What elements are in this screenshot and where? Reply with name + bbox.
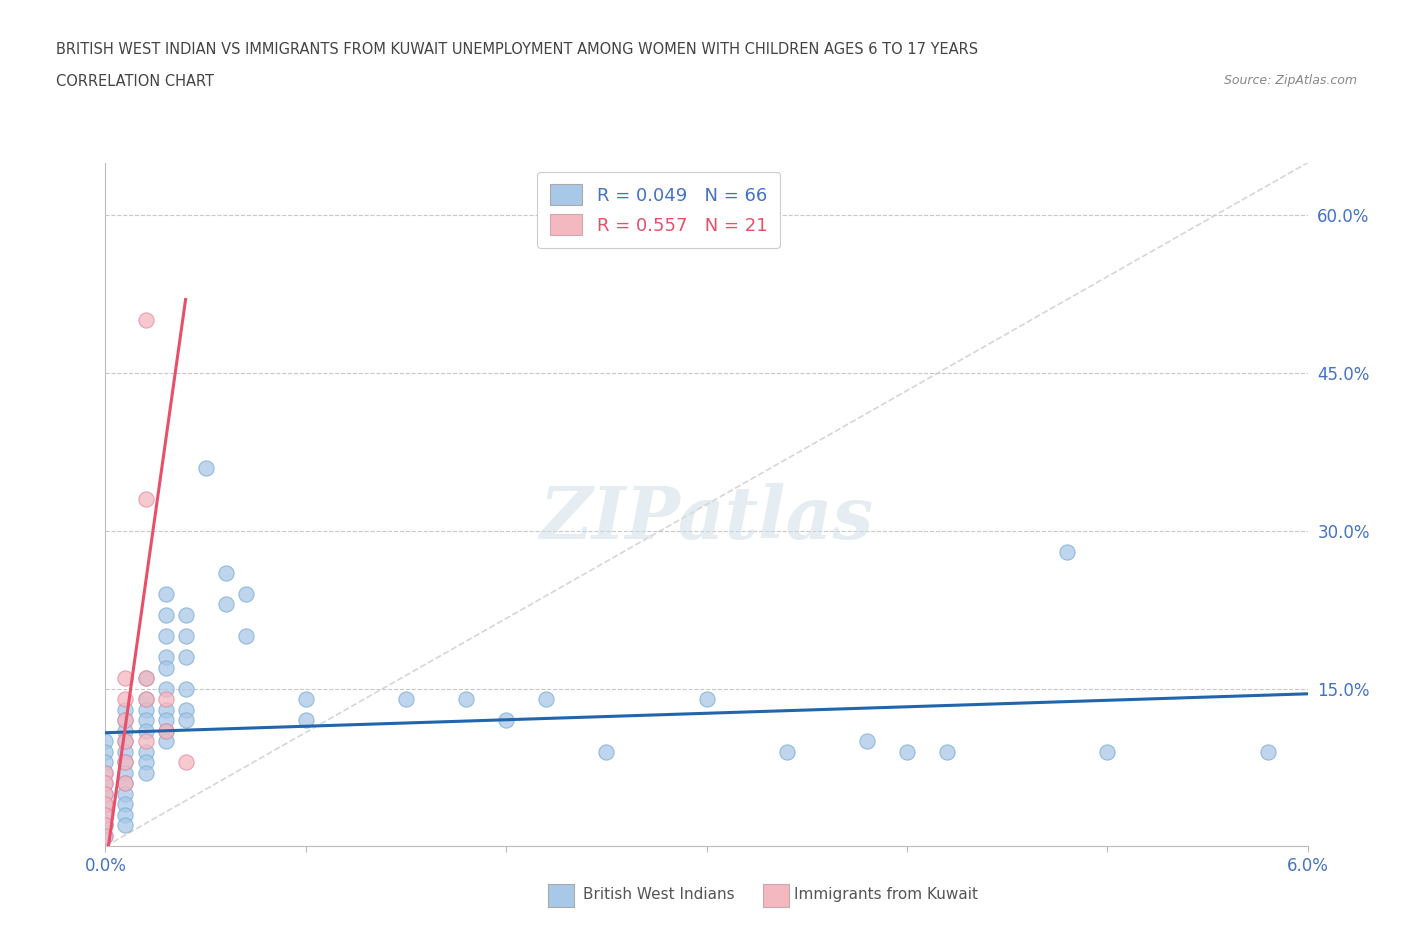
Point bbox=[896, 744, 918, 759]
Point bbox=[94, 797, 117, 812]
Point bbox=[114, 692, 136, 707]
Point bbox=[174, 712, 197, 727]
Point bbox=[855, 734, 877, 749]
Point bbox=[155, 724, 177, 738]
Point bbox=[214, 565, 236, 580]
Point bbox=[495, 712, 517, 727]
Point bbox=[94, 776, 117, 790]
Point bbox=[395, 692, 418, 707]
Point bbox=[1056, 544, 1078, 559]
Point bbox=[94, 765, 117, 780]
Text: Source: ZipAtlas.com: Source: ZipAtlas.com bbox=[1223, 74, 1357, 87]
Point bbox=[295, 712, 318, 727]
Point bbox=[114, 724, 136, 738]
Point bbox=[135, 492, 157, 507]
Point bbox=[135, 755, 157, 770]
Point bbox=[114, 744, 136, 759]
Point bbox=[114, 702, 136, 717]
Point bbox=[595, 744, 617, 759]
Point bbox=[696, 692, 718, 707]
Point bbox=[155, 734, 177, 749]
Point bbox=[155, 607, 177, 622]
Point bbox=[94, 829, 117, 844]
Point bbox=[1257, 744, 1279, 759]
Point bbox=[155, 702, 177, 717]
Point bbox=[94, 786, 117, 801]
Point bbox=[114, 734, 136, 749]
Legend: R = 0.049   N = 66, R = 0.557   N = 21: R = 0.049 N = 66, R = 0.557 N = 21 bbox=[537, 172, 780, 247]
Point bbox=[174, 755, 197, 770]
Point bbox=[114, 776, 136, 790]
Point bbox=[135, 692, 157, 707]
Point bbox=[94, 765, 117, 780]
Point bbox=[114, 807, 136, 822]
Point bbox=[114, 755, 136, 770]
Text: BRITISH WEST INDIAN VS IMMIGRANTS FROM KUWAIT UNEMPLOYMENT AMONG WOMEN WITH CHIL: BRITISH WEST INDIAN VS IMMIGRANTS FROM K… bbox=[56, 42, 979, 57]
Point bbox=[155, 649, 177, 664]
Point bbox=[114, 755, 136, 770]
Point bbox=[534, 692, 557, 707]
Text: ZIPatlas: ZIPatlas bbox=[540, 483, 873, 553]
Point bbox=[1097, 744, 1119, 759]
Text: Immigrants from Kuwait: Immigrants from Kuwait bbox=[794, 887, 979, 902]
Point bbox=[94, 755, 117, 770]
Point bbox=[135, 734, 157, 749]
Point bbox=[114, 817, 136, 832]
Point bbox=[94, 817, 117, 832]
Point bbox=[174, 702, 197, 717]
Text: CORRELATION CHART: CORRELATION CHART bbox=[56, 74, 214, 89]
Point bbox=[135, 692, 157, 707]
Point bbox=[114, 712, 136, 727]
Text: British West Indians: British West Indians bbox=[583, 887, 735, 902]
Point bbox=[155, 660, 177, 675]
Point bbox=[94, 807, 117, 822]
Point bbox=[94, 786, 117, 801]
Point bbox=[135, 313, 157, 328]
Point bbox=[235, 629, 257, 644]
Point bbox=[155, 724, 177, 738]
Point bbox=[936, 744, 959, 759]
Point bbox=[214, 597, 236, 612]
Point bbox=[94, 829, 117, 844]
Point bbox=[135, 671, 157, 685]
Point bbox=[114, 776, 136, 790]
Point bbox=[454, 692, 477, 707]
Point bbox=[155, 629, 177, 644]
Point bbox=[114, 734, 136, 749]
Point bbox=[235, 587, 257, 602]
Point bbox=[174, 681, 197, 696]
Point bbox=[135, 724, 157, 738]
Point bbox=[114, 765, 136, 780]
Point bbox=[94, 817, 117, 832]
Point bbox=[155, 712, 177, 727]
Point bbox=[155, 681, 177, 696]
Point bbox=[135, 765, 157, 780]
Point bbox=[174, 629, 197, 644]
Point bbox=[114, 671, 136, 685]
Point bbox=[114, 786, 136, 801]
Point bbox=[94, 776, 117, 790]
Point bbox=[776, 744, 799, 759]
Point bbox=[94, 797, 117, 812]
Point bbox=[135, 702, 157, 717]
Point bbox=[174, 607, 197, 622]
Point bbox=[94, 807, 117, 822]
Point bbox=[135, 712, 157, 727]
Point bbox=[295, 692, 318, 707]
Point bbox=[194, 460, 217, 475]
Point bbox=[135, 744, 157, 759]
Point bbox=[155, 692, 177, 707]
Point bbox=[94, 734, 117, 749]
Point bbox=[135, 671, 157, 685]
Point bbox=[94, 744, 117, 759]
Point bbox=[155, 587, 177, 602]
Point bbox=[174, 649, 197, 664]
Point bbox=[114, 712, 136, 727]
Point bbox=[114, 797, 136, 812]
